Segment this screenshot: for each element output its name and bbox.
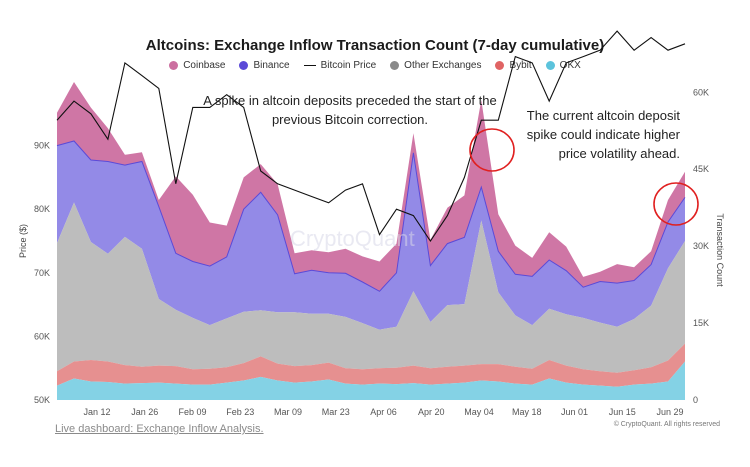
x-tick-label: Mar 09 bbox=[274, 407, 302, 417]
x-tick-label: Jun 15 bbox=[609, 407, 636, 417]
legend-item-bitcoin-price[interactable]: Bitcoin Price bbox=[303, 60, 377, 71]
annotation-current-spike: The current altcoin deposit spike could … bbox=[526, 108, 680, 161]
y-left-tick-label: 90K bbox=[34, 141, 50, 151]
copyright-text: © CryptoQuant. All rights reserved bbox=[613, 421, 720, 428]
legend-item-coinbase[interactable]: Coinbase bbox=[169, 60, 225, 71]
chart-title: Altcoins: Exchange Inflow Transaction Co… bbox=[145, 37, 605, 54]
x-tick-label: May 18 bbox=[512, 407, 542, 417]
legend-label-binance: Binance bbox=[253, 60, 290, 71]
okx-swatch-icon bbox=[545, 61, 555, 70]
area-binance bbox=[57, 141, 685, 330]
legend-item-bybit[interactable]: Bybit bbox=[495, 60, 532, 71]
annotation-previous-spike: A spike in altcoin deposits preceded the… bbox=[203, 93, 497, 127]
x-tick-label: Feb 23 bbox=[226, 407, 254, 417]
y-right-tick-label: 45K bbox=[693, 164, 709, 174]
y-right-tick-label: 15K bbox=[693, 318, 709, 328]
bitcoin-price-line-icon bbox=[303, 65, 316, 66]
highlight-circle-previous bbox=[469, 128, 515, 172]
y-right-tick-label: 0 bbox=[693, 395, 698, 405]
y-left-tick-label: 50K bbox=[34, 395, 50, 405]
highlight-circle-current bbox=[653, 182, 699, 226]
bybit-swatch-icon bbox=[495, 61, 505, 70]
x-tick-label: Jan 12 bbox=[83, 407, 110, 417]
x-tick-label: Apr 20 bbox=[418, 407, 445, 417]
x-tick-label: Mar 23 bbox=[322, 407, 350, 417]
y-right-tick-label: 30K bbox=[693, 241, 709, 251]
coinbase-swatch-icon bbox=[169, 61, 179, 70]
other-exchanges-swatch-icon bbox=[390, 61, 400, 70]
binance-swatch-icon bbox=[239, 61, 249, 70]
legend: Coinbase Binance Bitcoin Price Other Exc… bbox=[0, 60, 750, 71]
area-okx bbox=[57, 361, 685, 400]
legend-item-other-exchanges[interactable]: Other Exchanges bbox=[390, 60, 481, 71]
x-tick-label: Feb 09 bbox=[178, 407, 206, 417]
y-left-tick-label: 70K bbox=[34, 268, 50, 278]
x-tick-label: Jun 01 bbox=[561, 407, 588, 417]
y-left-tick-label: 80K bbox=[34, 204, 50, 214]
legend-label-bybit: Bybit bbox=[509, 60, 532, 71]
x-tick-label: Apr 06 bbox=[370, 407, 397, 417]
legend-item-okx[interactable]: OKX bbox=[545, 60, 581, 71]
legend-label-coinbase: Coinbase bbox=[183, 60, 226, 71]
y-left-tick-label: 60K bbox=[34, 331, 50, 341]
live-dashboard-link[interactable]: Live dashboard: Exchange Inflow Analysis… bbox=[55, 423, 264, 435]
area-coinbase bbox=[57, 82, 685, 292]
x-tick-label: Jun 29 bbox=[656, 407, 683, 417]
x-tick-label: May 04 bbox=[464, 407, 494, 417]
area-bybit bbox=[57, 343, 685, 387]
watermark: CryptoQuant bbox=[290, 226, 415, 251]
legend-label-other-exchanges: Other Exchanges bbox=[404, 60, 482, 71]
y-right-axis-label: Transaction Count bbox=[715, 213, 725, 287]
binance-edge-line bbox=[56, 140, 686, 292]
legend-item-binance[interactable]: Binance bbox=[239, 60, 290, 71]
x-tick-label: Jan 26 bbox=[131, 407, 158, 417]
series-line-bitcoin-price bbox=[56, 30, 686, 242]
legend-label-bitcoin-price: Bitcoin Price bbox=[320, 60, 377, 71]
y-right-tick-label: 60K bbox=[693, 87, 709, 97]
legend-label-okx: OKX bbox=[559, 60, 581, 71]
area-other-exchanges bbox=[57, 202, 685, 373]
y-left-axis-label: Price ($) bbox=[18, 224, 28, 258]
